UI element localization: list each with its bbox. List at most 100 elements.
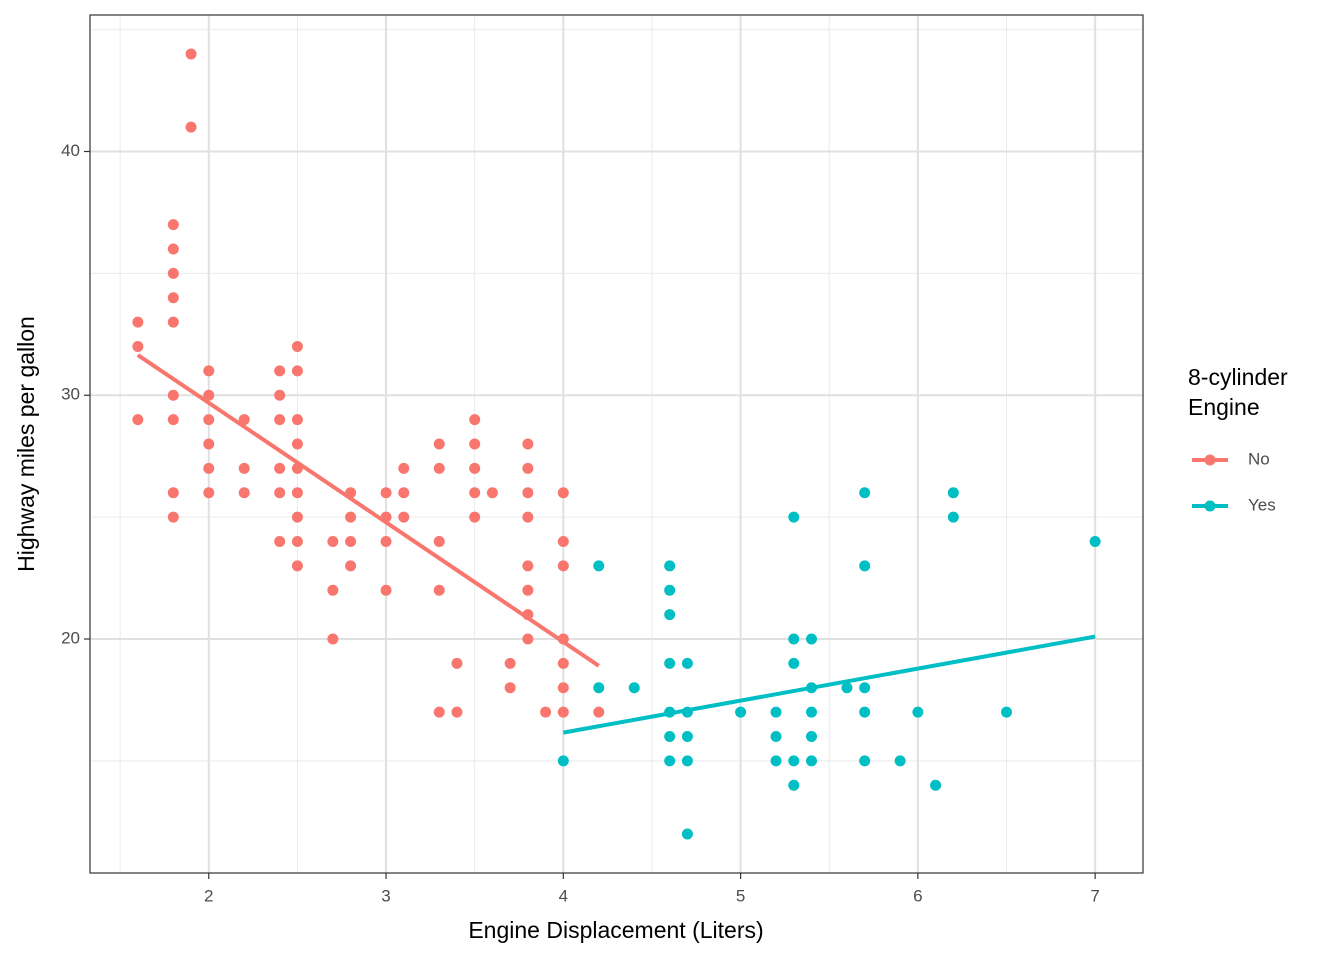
point bbox=[664, 657, 676, 669]
point bbox=[167, 389, 179, 401]
point bbox=[522, 438, 534, 450]
point bbox=[806, 755, 817, 767]
x-tick-label: 6 bbox=[913, 886, 922, 905]
x-tick-label: 5 bbox=[736, 886, 745, 905]
point bbox=[185, 121, 197, 133]
point bbox=[770, 706, 782, 718]
point bbox=[291, 414, 303, 426]
point bbox=[291, 487, 303, 499]
point bbox=[274, 462, 286, 474]
panel-border bbox=[89, 14, 1144, 874]
point bbox=[380, 487, 392, 499]
point bbox=[167, 219, 179, 231]
point bbox=[132, 341, 144, 352]
point bbox=[557, 536, 569, 547]
point bbox=[167, 267, 179, 279]
point bbox=[788, 755, 800, 767]
point bbox=[859, 560, 871, 572]
y-tick-label: 20 bbox=[61, 628, 80, 647]
point bbox=[469, 438, 481, 450]
point bbox=[894, 755, 906, 767]
point bbox=[557, 706, 569, 718]
point bbox=[167, 292, 179, 304]
point bbox=[664, 609, 676, 621]
point bbox=[132, 414, 144, 426]
point bbox=[522, 633, 534, 645]
y-axis-title: Highway miles per gallon bbox=[13, 316, 39, 572]
point bbox=[522, 560, 534, 572]
point bbox=[238, 414, 250, 426]
legend-title: 8-cylinder bbox=[1188, 364, 1288, 390]
point bbox=[859, 682, 871, 694]
point bbox=[398, 511, 410, 523]
legend-key-point bbox=[1204, 454, 1216, 466]
point bbox=[274, 487, 286, 499]
point bbox=[345, 536, 357, 547]
point bbox=[345, 560, 357, 572]
trend-line bbox=[562, 634, 1096, 735]
point bbox=[593, 706, 605, 718]
point bbox=[291, 536, 303, 547]
point bbox=[859, 706, 871, 718]
point bbox=[859, 755, 871, 767]
point bbox=[806, 706, 817, 718]
point bbox=[291, 560, 303, 572]
point bbox=[947, 487, 959, 499]
point bbox=[735, 706, 747, 718]
x-tick-label: 7 bbox=[1090, 886, 1099, 905]
point bbox=[664, 560, 676, 572]
point bbox=[770, 755, 782, 767]
point bbox=[540, 706, 552, 718]
point bbox=[167, 487, 179, 499]
y-tick-label: 30 bbox=[61, 385, 80, 404]
point bbox=[433, 438, 445, 450]
point bbox=[681, 755, 693, 767]
legend-label: Yes bbox=[1248, 495, 1276, 514]
point bbox=[433, 462, 445, 474]
point bbox=[238, 462, 250, 474]
point bbox=[203, 487, 215, 499]
point bbox=[664, 755, 676, 767]
point bbox=[469, 462, 481, 474]
x-tick-label: 4 bbox=[559, 886, 568, 905]
point bbox=[681, 731, 693, 742]
point bbox=[930, 779, 942, 791]
point bbox=[274, 414, 286, 426]
point bbox=[593, 682, 605, 694]
point bbox=[522, 487, 534, 499]
point bbox=[433, 536, 445, 547]
point bbox=[806, 731, 817, 742]
point bbox=[291, 365, 303, 377]
point bbox=[274, 389, 286, 401]
point bbox=[469, 511, 481, 523]
point bbox=[681, 828, 693, 840]
point bbox=[167, 414, 179, 426]
point bbox=[203, 414, 215, 426]
point bbox=[398, 462, 410, 474]
legend-key-point bbox=[1204, 500, 1216, 512]
point bbox=[327, 584, 339, 596]
point bbox=[522, 584, 534, 596]
point bbox=[1089, 536, 1101, 547]
point bbox=[788, 657, 800, 669]
point bbox=[557, 560, 569, 572]
legend-title: Engine bbox=[1188, 394, 1260, 420]
point bbox=[788, 633, 800, 645]
point bbox=[345, 511, 357, 523]
point bbox=[522, 462, 534, 474]
point bbox=[788, 779, 800, 791]
point bbox=[522, 511, 534, 523]
point bbox=[451, 706, 463, 718]
point bbox=[664, 584, 676, 596]
point bbox=[238, 487, 250, 499]
point bbox=[433, 584, 445, 596]
point bbox=[380, 536, 392, 547]
point bbox=[486, 487, 498, 499]
point bbox=[167, 243, 179, 255]
point bbox=[947, 511, 959, 523]
x-tick-label: 3 bbox=[381, 886, 390, 905]
point bbox=[859, 487, 871, 499]
point bbox=[1001, 706, 1012, 718]
point bbox=[274, 536, 286, 547]
